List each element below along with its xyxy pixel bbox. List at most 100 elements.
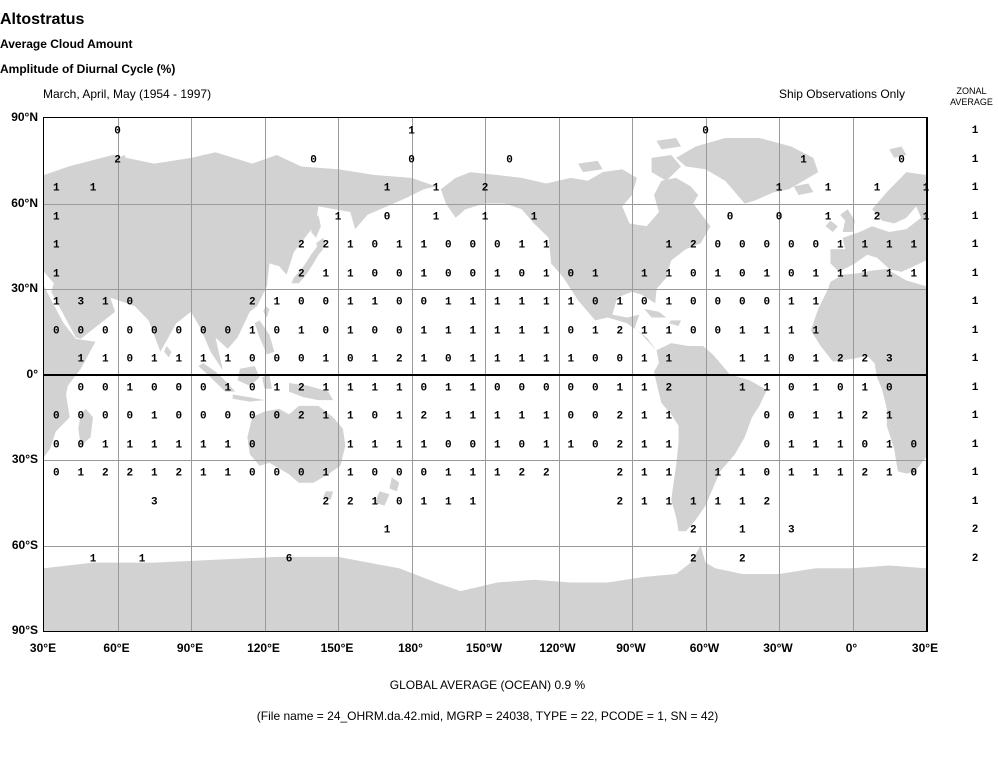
zonal-average-value: 1 [971, 381, 979, 394]
grid-value: 2 [248, 296, 256, 309]
land-sri-lanka [164, 346, 172, 358]
parallel-line [44, 289, 926, 290]
grid-value: 1 [150, 439, 158, 452]
grid-value: 0 [126, 353, 134, 366]
grid-value: 0 [126, 296, 134, 309]
latitude-tick-label: 0° [26, 366, 38, 381]
grid-value: 1 [836, 410, 844, 423]
grid-value: 1 [567, 439, 575, 452]
land-hispaniola [668, 320, 681, 327]
land-novaya-zemlya [105, 155, 128, 175]
grid-value: 1 [812, 325, 820, 338]
world-map-plot-area: 0 1 0 2 0 0 0 1 0 1 1 1 1 2 1 1 1 1 1 1 0 1 1 1 0 0 1 2 1 1 2 2 1 0 1 1 0 0 0 1… [43, 117, 929, 632]
zonal-average-value: 1 [971, 353, 979, 366]
grid-value: 0 [836, 382, 844, 395]
grid-value: 1 [420, 353, 428, 366]
grid-value: 0 [77, 325, 85, 338]
grid-value: 1 [640, 410, 648, 423]
grid-value: 2 [297, 410, 305, 423]
grid-value: 0 [224, 410, 232, 423]
grid-value: 0 [567, 268, 575, 281]
grid-value: 0 [224, 325, 232, 338]
grid-value: 1 [383, 524, 391, 537]
grid-value: 1 [101, 353, 109, 366]
grid-value: 0 [297, 296, 305, 309]
grid-value: 1 [444, 496, 452, 509]
grid-value: 0 [371, 410, 379, 423]
grid-value: 1 [518, 353, 526, 366]
grid-value: 0 [383, 211, 391, 224]
grid-value: 0 [763, 439, 771, 452]
latitude-tick-label: 30°S [11, 452, 38, 466]
grid-value: 1 [542, 239, 550, 252]
grid-value: 1 [371, 296, 379, 309]
parallel-line [44, 460, 926, 461]
grid-value: 0 [420, 467, 428, 480]
grid-value: 0 [395, 496, 403, 509]
grid-value: 2 [616, 496, 624, 509]
grid-value: 0 [738, 268, 746, 281]
grid-value: 1 [493, 353, 501, 366]
equator-line [44, 373, 926, 376]
grid-value: 1 [346, 296, 354, 309]
grid-value: 1 [800, 154, 807, 167]
grid-value: 2 [481, 182, 489, 195]
grid-value: 1 [371, 353, 379, 366]
land-australia [247, 405, 346, 483]
grid-value: 1 [738, 325, 746, 338]
grid-value: 1 [346, 268, 354, 281]
grid-value: 0 [322, 325, 330, 338]
grid-value: 1 [591, 325, 599, 338]
grid-value: 0 [469, 439, 477, 452]
grid-value: 0 [567, 325, 575, 338]
grid-value: 1 [150, 353, 158, 366]
grid-value: 1 [738, 524, 746, 537]
grid-value: 1 [469, 353, 477, 366]
grid-value: 2 [836, 353, 844, 366]
grid-value: 0 [738, 296, 746, 309]
grid-value: 1 [493, 410, 501, 423]
grid-value: 1 [346, 382, 354, 395]
grid-value: 0 [787, 353, 795, 366]
grid-value: 0 [395, 467, 403, 480]
grid-value: 0 [77, 382, 85, 395]
grid-value: 0 [591, 410, 599, 423]
grid-value: 1 [836, 239, 844, 252]
grid-value: 0 [126, 325, 134, 338]
grid-value: 1 [738, 496, 746, 509]
grid-value: 1 [420, 439, 428, 452]
land-sulawesi [262, 374, 272, 389]
land-victoria-island [578, 160, 603, 173]
grid-value: 1 [616, 382, 624, 395]
grid-value: 0 [126, 410, 134, 423]
grid-value: 1 [89, 182, 97, 195]
grid-value: 1 [322, 410, 330, 423]
grid-value: 0 [469, 239, 477, 252]
grid-value: 1 [346, 467, 354, 480]
grid-value: 2 [616, 325, 624, 338]
grid-value: 0 [408, 154, 415, 167]
grid-value: 1 [346, 239, 354, 252]
grid-value: 1 [432, 211, 440, 224]
grid-value: 2 [420, 410, 428, 423]
land-greenland [676, 137, 819, 204]
land-tasmania [323, 491, 334, 500]
grid-value: 0 [763, 239, 771, 252]
grid-value: 1 [665, 439, 673, 452]
grid-value: 1 [175, 353, 183, 366]
grid-value: 0 [518, 439, 526, 452]
grid-value: 1 [224, 353, 232, 366]
zonal-average-value: 1 [971, 153, 979, 166]
zonal-average-value: 1 [971, 267, 979, 280]
grid-value: 3 [77, 296, 85, 309]
grid-value: 0 [591, 296, 599, 309]
grid-value: 1 [665, 353, 673, 366]
grid-value: 2 [322, 239, 330, 252]
grid-value: 1 [371, 382, 379, 395]
grid-value: 0 [273, 325, 281, 338]
grid-value: 1 [763, 382, 771, 395]
grid-value: 0 [420, 296, 428, 309]
grid-value: 0 [493, 382, 501, 395]
grid-value: 1 [812, 467, 820, 480]
